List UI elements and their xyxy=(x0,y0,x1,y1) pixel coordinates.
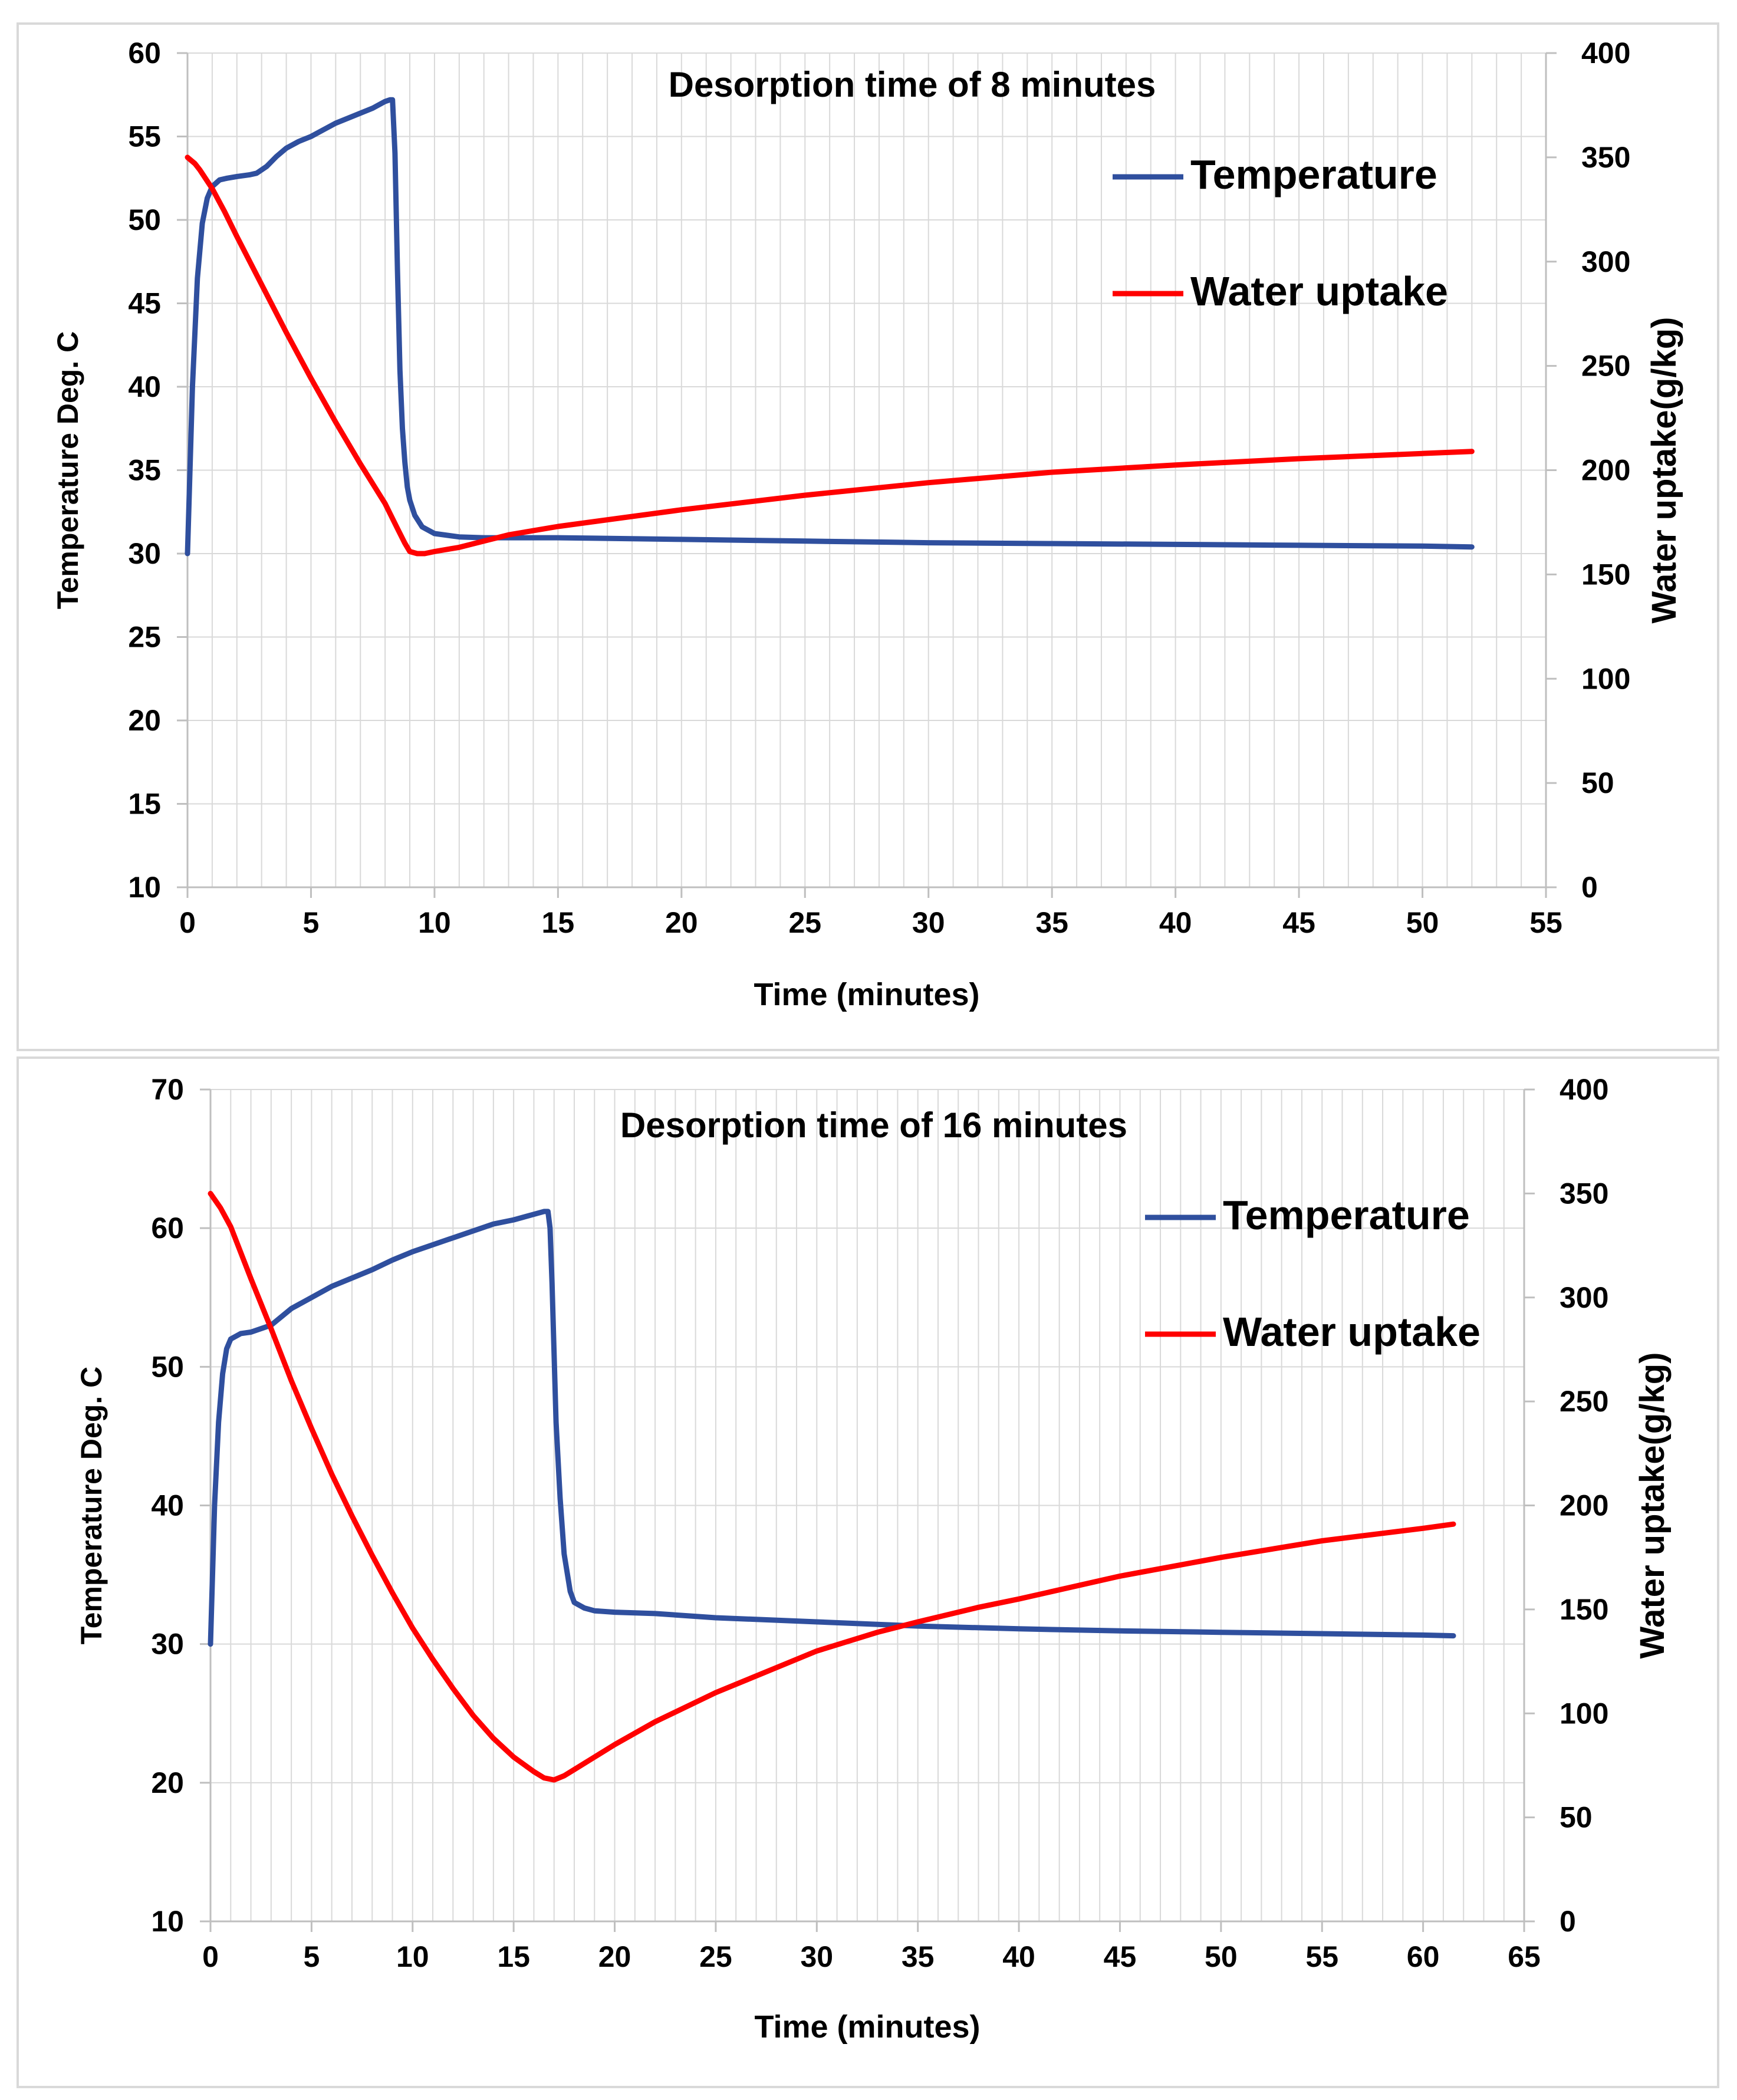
y2-tick-label: 400 xyxy=(1581,37,1630,70)
chart-panel-16min: 10 20 30 40 50 60 70 0 50 100 150 200 250 300 350 400 0 5… xyxy=(17,1056,1719,2088)
temperature-series-line xyxy=(185,97,1475,557)
y-tick-label: 40 xyxy=(128,370,161,403)
chart-8min: 1015202530354045505560050100150200250300… xyxy=(51,37,1683,1012)
x-tick-label: 40 xyxy=(1002,1940,1035,1973)
y-tick-label: 30 xyxy=(151,1628,184,1661)
y2-tick-label: 250 xyxy=(1560,1385,1608,1418)
y2-tick-label: 50 xyxy=(1581,766,1614,799)
x-tick-label: 65 xyxy=(1508,1940,1541,1973)
x-tick-label: 10 xyxy=(418,906,451,939)
x-tick-label: 20 xyxy=(598,1940,631,1973)
y-axis-title: Temperature Deg. C xyxy=(51,331,84,609)
x-tick-label: 15 xyxy=(497,1940,530,1973)
x-tick-label: 45 xyxy=(1282,906,1315,939)
water-uptake-series-line xyxy=(208,1190,1456,1783)
x-axis-title: Time (minutes) xyxy=(754,977,979,1012)
y2-tick-label: 0 xyxy=(1581,871,1598,904)
y2-tick-label: 0 xyxy=(1560,1905,1576,1938)
y-tick-label: 20 xyxy=(151,1766,184,1799)
y-tick-label: 25 xyxy=(128,621,161,654)
y2-tick-label: 100 xyxy=(1581,662,1630,695)
y-tick-label: 10 xyxy=(151,1905,184,1938)
legend-label-water-uptake: Water uptake xyxy=(1223,1309,1481,1355)
x-tick-label: 20 xyxy=(665,906,698,939)
x-tick-label: 50 xyxy=(1406,906,1439,939)
y2-tick-label: 150 xyxy=(1560,1593,1608,1626)
y-tick-label: 50 xyxy=(128,203,161,236)
chart-title: Desorption time of 16 minutes xyxy=(620,1105,1127,1145)
y-tick-label: 10 xyxy=(128,871,161,904)
y2-tick-label: 200 xyxy=(1560,1489,1608,1522)
legend-label-temperature: Temperature xyxy=(1190,152,1437,198)
chart-title: Desorption time of 8 minutes xyxy=(669,65,1156,104)
x-tick-label: 45 xyxy=(1104,1940,1137,1973)
x-tick-label: 50 xyxy=(1205,1940,1238,1973)
y-axis-title: Temperature Deg. C xyxy=(75,1367,108,1644)
y-tick-label: 60 xyxy=(151,1212,184,1245)
x-tick-label: 35 xyxy=(902,1940,935,1973)
y2-tick-label: 250 xyxy=(1581,350,1630,383)
y-tick-label: 30 xyxy=(128,537,161,570)
x-tick-label: 5 xyxy=(303,906,320,939)
y-tick-label: 55 xyxy=(128,120,161,153)
y-tick-label: 60 xyxy=(128,37,161,70)
x-axis-title: Time (minutes) xyxy=(754,2009,980,2045)
y2-tick-label: 400 xyxy=(1560,1073,1608,1106)
y2-tick-label: 300 xyxy=(1581,245,1630,278)
x-tick-label: 30 xyxy=(912,906,945,939)
y2-tick-label: 350 xyxy=(1560,1177,1608,1210)
x-tick-label: 5 xyxy=(303,1940,320,1973)
x-tick-label: 35 xyxy=(1035,906,1068,939)
x-tick-label: 0 xyxy=(179,906,196,939)
x-tick-label: 0 xyxy=(202,1940,219,1973)
legend-label-temperature: Temperature xyxy=(1223,1192,1470,1238)
x-tick-label: 15 xyxy=(542,906,575,939)
y-tick-label: 35 xyxy=(128,454,161,487)
y-tick-label: 50 xyxy=(151,1350,184,1383)
y-tick-label: 15 xyxy=(128,788,161,821)
y2-tick-label: 350 xyxy=(1581,141,1630,174)
x-tick-label: 25 xyxy=(788,906,821,939)
y-tick-label: 70 xyxy=(151,1073,184,1106)
y-tick-label: 40 xyxy=(151,1489,184,1522)
y-tick-label: 45 xyxy=(128,287,161,320)
water-uptake-series-line xyxy=(185,154,1475,557)
x-tick-label: 60 xyxy=(1407,1940,1440,1973)
y2-tick-label: 300 xyxy=(1560,1281,1608,1314)
y2-tick-label: 150 xyxy=(1581,558,1630,591)
legend-label-water-uptake: Water uptake xyxy=(1190,268,1448,314)
x-tick-label: 25 xyxy=(699,1940,732,1973)
y2-axis-title: Water uptake(g/kg) xyxy=(1645,317,1683,624)
x-tick-label: 40 xyxy=(1159,906,1192,939)
x-tick-label: 30 xyxy=(800,1940,833,1973)
chart-panel-8min: 10 15 20 25 30 35 40 45 50 55 60 0 50 100 150 200 250 300… xyxy=(17,22,1719,1051)
x-tick-label: 55 xyxy=(1305,1940,1338,1973)
y2-tick-label: 200 xyxy=(1581,454,1630,487)
x-tick-label: 10 xyxy=(396,1940,429,1973)
y2-axis-title: Water uptake(g/kg) xyxy=(1633,1352,1672,1659)
x-tick-label: 55 xyxy=(1529,906,1562,939)
temperature-series-line xyxy=(208,1209,1456,1647)
y-tick-label: 20 xyxy=(128,704,161,737)
chart-16min: 10 20 30 40 50 60 70 0 50 100 150 200 250 300 350 400 0 5… xyxy=(75,1073,1672,2045)
y2-tick-label: 100 xyxy=(1560,1697,1608,1730)
y2-tick-label: 50 xyxy=(1560,1801,1593,1834)
